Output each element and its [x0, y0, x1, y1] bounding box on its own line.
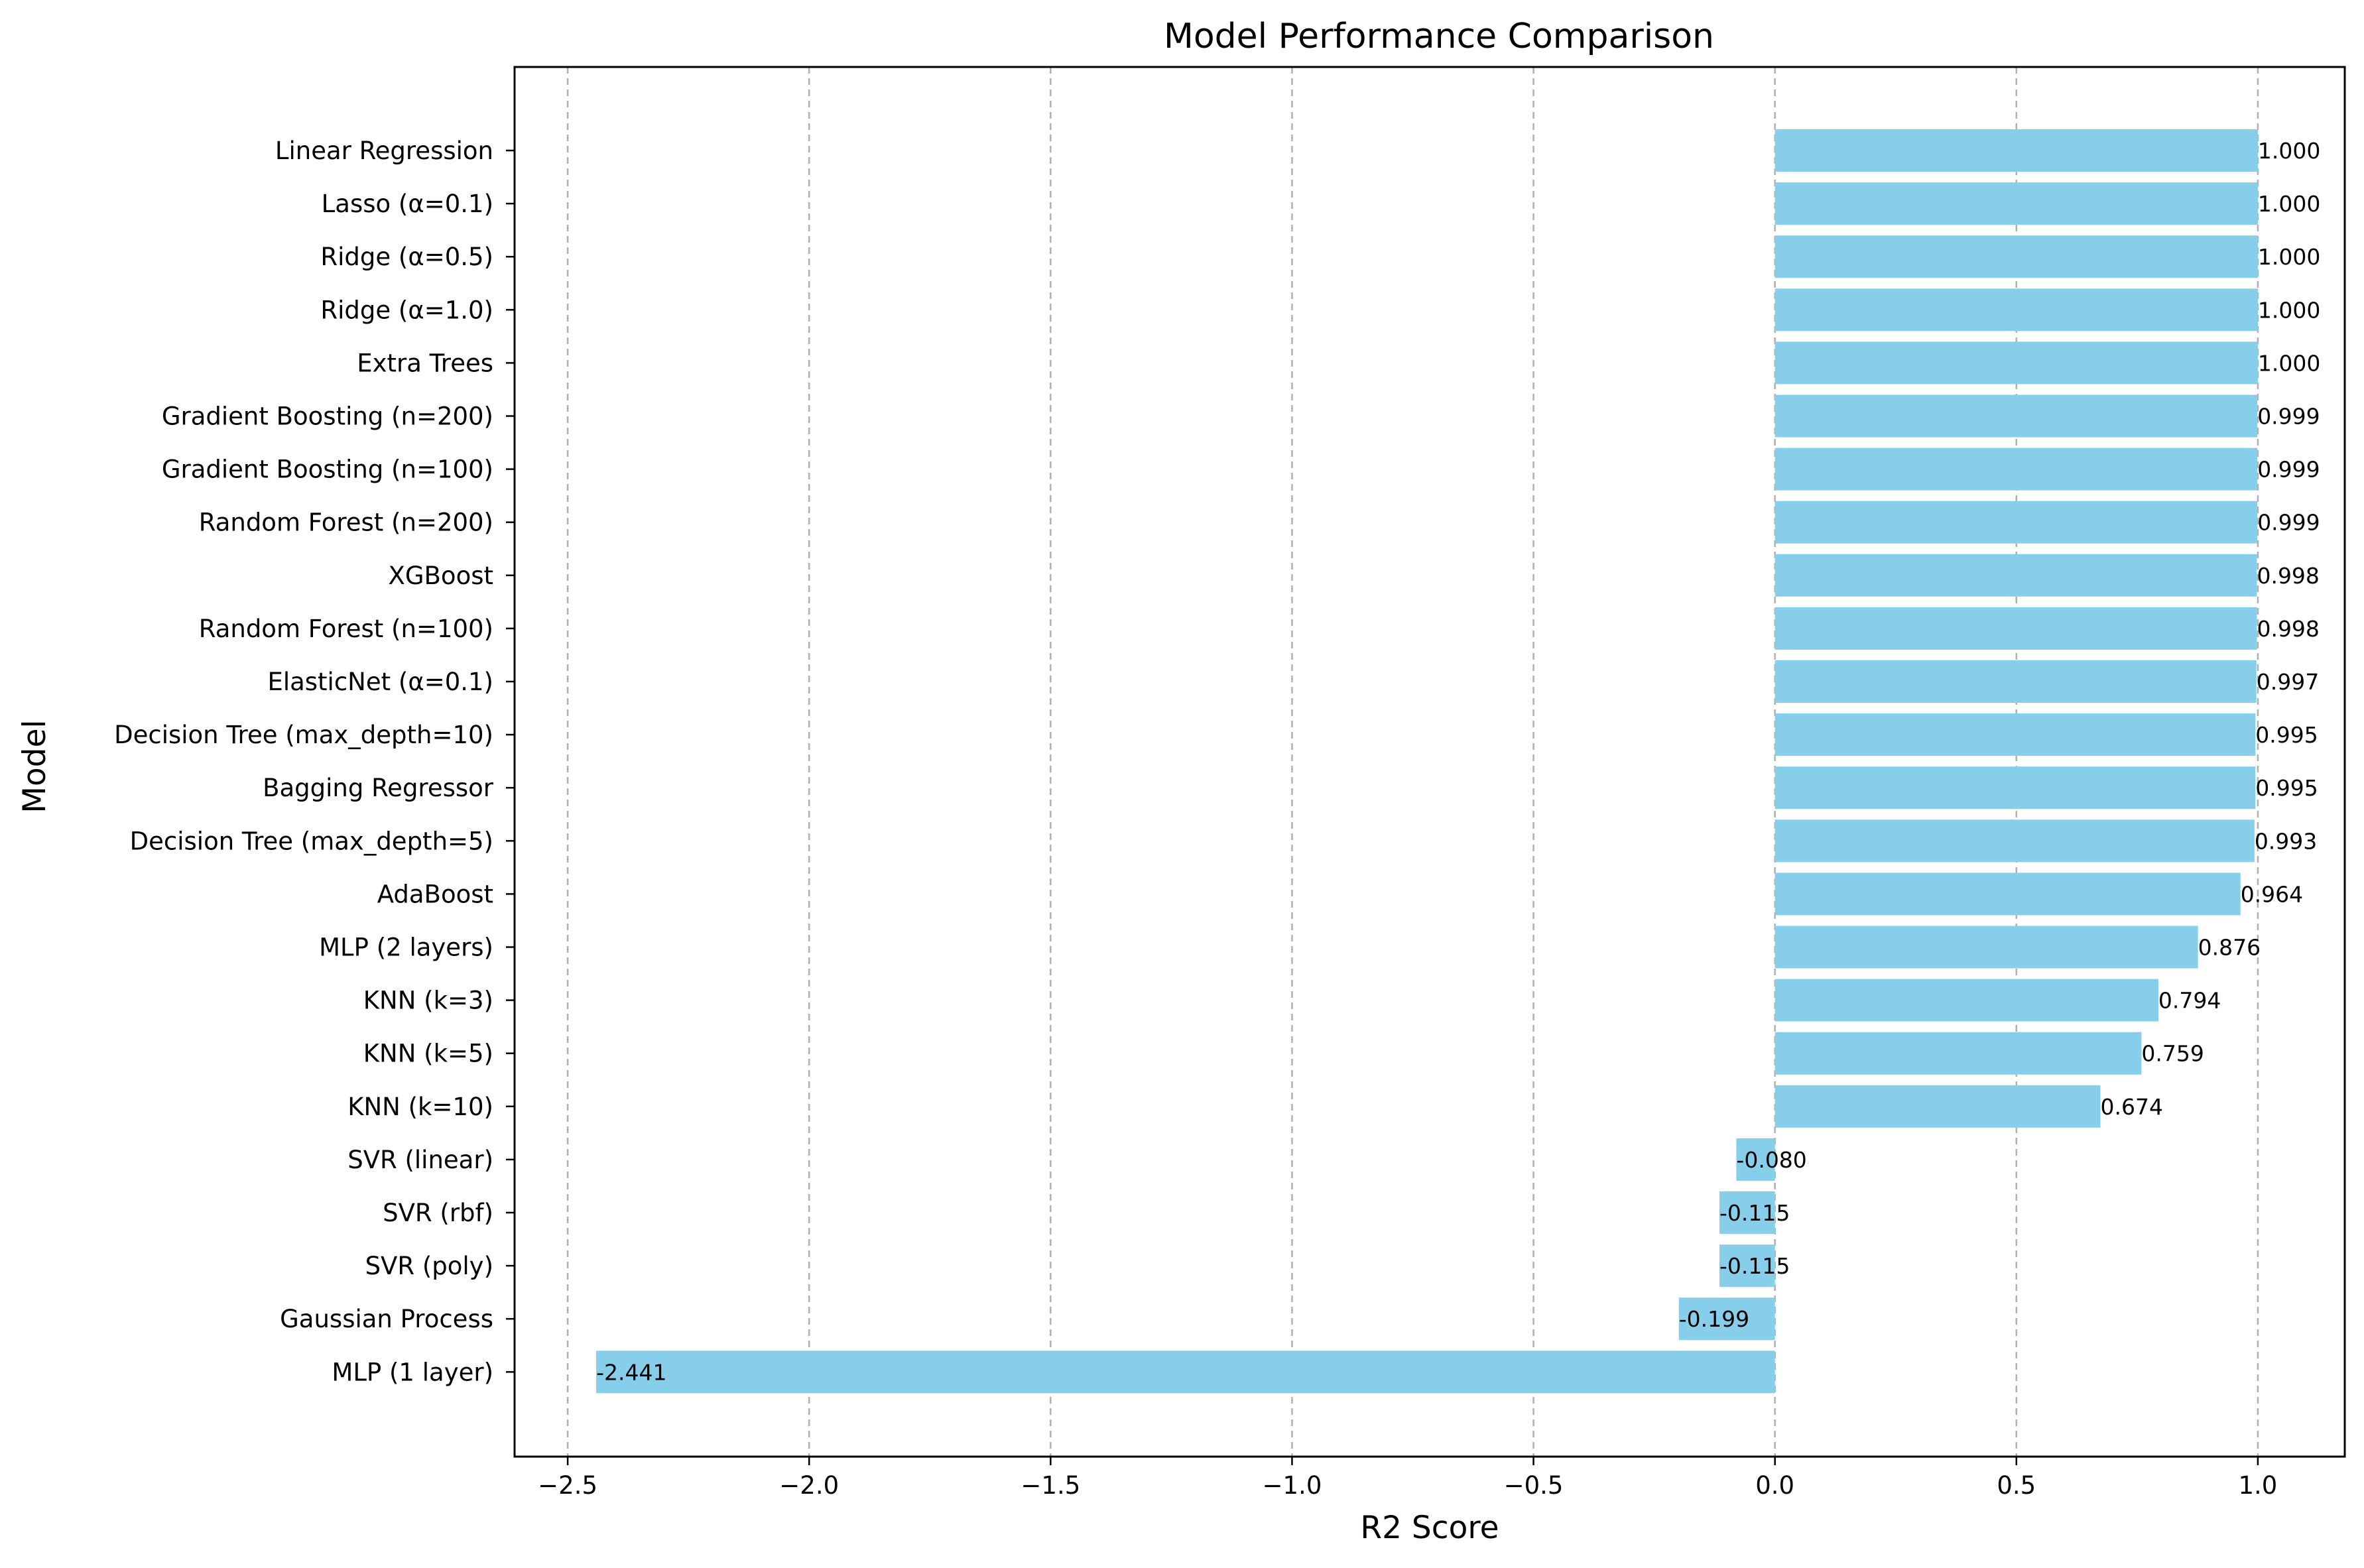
bar: [1774, 501, 2258, 544]
y-category-label: SVR (rbf): [383, 1199, 493, 1227]
plot-frame: [513, 66, 2346, 1458]
bar-value-label: 1.000: [2258, 138, 2320, 164]
bar-value-label: -2.441: [596, 1359, 666, 1385]
x-tick-label: −2.0: [779, 1471, 839, 1500]
bar: [1736, 1138, 1775, 1181]
y-category-label: KNN (k=5): [363, 1040, 493, 1068]
y-category-label: Decision Tree (max_depth=10): [114, 721, 493, 749]
bar-value-label: 0.997: [2257, 669, 2319, 695]
bar: [1774, 1085, 2101, 1128]
bar-value-label: 0.998: [2257, 563, 2319, 589]
bar-value-label: -0.115: [1719, 1253, 1790, 1279]
y-category-label: KNN (k=10): [347, 1093, 493, 1121]
y-category-label: Gaussian Process: [280, 1305, 493, 1333]
x-axis-label: R2 Score: [1360, 1510, 1499, 1546]
bar-value-label: -0.080: [1736, 1147, 1806, 1173]
y-category-label: Gradient Boosting (n=200): [162, 402, 493, 431]
bar-value-label: 0.759: [2141, 1041, 2204, 1067]
chart-title: Model Performance Comparison: [1164, 17, 1714, 56]
bar: [1774, 607, 2257, 650]
bar-value-label: 0.998: [2257, 616, 2319, 642]
bar-value-label: 1.000: [2258, 244, 2320, 270]
bar: [596, 1351, 1775, 1394]
bar-value-label: 0.674: [2101, 1094, 2163, 1120]
bar: [1774, 448, 2258, 491]
bar: [1774, 766, 2256, 810]
bar-value-label: 1.000: [2258, 350, 2320, 376]
x-tick-label: −1.0: [1263, 1471, 1322, 1500]
y-category-label: Random Forest (n=200): [199, 509, 493, 537]
bar-value-label: 1.000: [2258, 297, 2320, 323]
y-category-label: Gradient Boosting (n=100): [162, 455, 493, 484]
bar-value-label: 0.876: [2198, 935, 2261, 961]
y-category-label: Lasso (α=0.1): [322, 190, 493, 218]
y-axis-label: Model: [17, 719, 53, 813]
y-category-label: Linear Regression: [275, 137, 493, 165]
y-category-label: SVR (poly): [365, 1252, 493, 1280]
bar-value-label: -0.199: [1679, 1306, 1749, 1332]
bar: [1774, 1032, 2142, 1075]
y-category-label: MLP (2 layers): [319, 934, 493, 962]
bar-value-label: 1.000: [2258, 191, 2320, 217]
bar: [1774, 394, 2258, 438]
bar: [1719, 1191, 1775, 1234]
bar-value-label: 0.999: [2257, 457, 2320, 483]
bar: [1678, 1297, 1775, 1341]
x-axis-ticks: −2.5 −2.0 −1.5 −1.0 −0.5 0.0 0.5 1.0: [538, 1457, 2277, 1500]
x-tick-label: 0.5: [1997, 1471, 2036, 1500]
bar: [1774, 713, 2256, 756]
bar-value-label: 0.995: [2255, 722, 2318, 748]
bar-value-label: 0.999: [2257, 404, 2320, 430]
bar: [1774, 979, 2158, 1022]
y-category-label: Bagging Regressor: [263, 774, 494, 802]
bar: [1774, 129, 2258, 172]
bar: [1774, 288, 2258, 332]
y-category-label: Extra Trees: [357, 349, 493, 377]
bar: [1774, 341, 2258, 385]
y-category-label: Ridge (α=0.5): [320, 243, 493, 271]
x-tick-label: −1.5: [1021, 1471, 1080, 1500]
bar: [1774, 926, 2198, 969]
bar: [1774, 554, 2257, 597]
y-category-label: AdaBoost: [377, 880, 493, 908]
x-tick-label: −0.5: [1504, 1471, 1564, 1500]
bar-value-label: 0.995: [2255, 775, 2318, 801]
bar: [1774, 873, 2241, 916]
bar-value-label: 0.794: [2158, 988, 2221, 1014]
bar: [1774, 660, 2257, 703]
y-category-label: ElasticNet (α=0.1): [267, 668, 493, 696]
y-axis-ticks: Linear Regression Lasso (α=0.1) Ridge (α=0…: [114, 137, 515, 1386]
y-category-label: SVR (linear): [347, 1146, 493, 1174]
y-category-label: XGBoost: [389, 562, 493, 590]
bar-value-label: 0.993: [2255, 828, 2317, 854]
y-category-label: KNN (k=3): [363, 987, 493, 1015]
bar: [1774, 235, 2258, 278]
x-tick-label: −2.5: [538, 1471, 597, 1500]
bar: [1774, 819, 2255, 863]
data-labels: 1.000 1.000 1.000 1.000 1.000 0.999 0.999 0.999…: [596, 138, 2320, 1385]
bar-value-label: 0.999: [2257, 510, 2320, 536]
bar: [1719, 1244, 1775, 1288]
y-category-label: Ridge (α=1.0): [320, 296, 493, 324]
bars: [596, 129, 2258, 1394]
bar-value-label: -0.115: [1719, 1200, 1790, 1226]
bar: [1774, 182, 2258, 225]
y-category-label: Random Forest (n=100): [199, 615, 493, 643]
bar-value-label: 0.964: [2241, 881, 2303, 907]
x-tick-label: 0.0: [1755, 1471, 1794, 1500]
y-category-label: MLP (1 layer): [332, 1358, 493, 1386]
x-tick-label: 1.0: [2238, 1471, 2277, 1500]
y-category-label: Decision Tree (max_depth=5): [130, 827, 493, 855]
